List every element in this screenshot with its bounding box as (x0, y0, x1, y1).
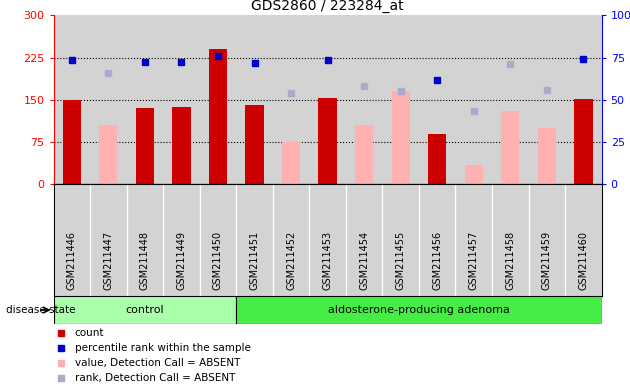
Text: GSM211456: GSM211456 (432, 231, 442, 290)
Bar (282, 142, 300, 184)
Text: GSM211449: GSM211449 (176, 231, 186, 290)
Text: GSM211460: GSM211460 (578, 231, 588, 290)
Bar (318, 98, 336, 184)
Text: GSM211454: GSM211454 (359, 231, 369, 290)
Text: GSM211450: GSM211450 (213, 231, 223, 290)
Text: value, Detection Call = ABSENT: value, Detection Call = ABSENT (74, 358, 240, 368)
Text: GSM211447: GSM211447 (103, 231, 113, 290)
Bar (465, 165, 483, 184)
Text: disease state: disease state (6, 305, 76, 315)
Bar (428, 134, 446, 184)
Text: GSM211448: GSM211448 (140, 231, 150, 290)
Bar (501, 111, 519, 184)
Text: GSM211459: GSM211459 (542, 231, 552, 290)
Bar (100, 125, 117, 184)
Bar (54, 296, 236, 324)
Bar (209, 49, 227, 184)
Text: GSM211457: GSM211457 (469, 231, 479, 290)
Bar (136, 108, 154, 184)
Text: GSM211453: GSM211453 (323, 231, 333, 290)
Bar (391, 91, 410, 184)
Text: GSM211451: GSM211451 (249, 231, 260, 290)
Title: GDS2860 / 223284_at: GDS2860 / 223284_at (251, 0, 404, 13)
Bar (236, 296, 602, 324)
Bar (575, 99, 592, 184)
Text: rank, Detection Call = ABSENT: rank, Detection Call = ABSENT (74, 373, 235, 383)
Text: aldosterone-producing adenoma: aldosterone-producing adenoma (328, 305, 510, 315)
Text: percentile rank within the sample: percentile rank within the sample (74, 343, 251, 353)
Text: count: count (74, 328, 104, 338)
Bar (355, 125, 373, 184)
Text: GSM211458: GSM211458 (505, 231, 515, 290)
Text: GSM211452: GSM211452 (286, 231, 296, 290)
Bar (173, 107, 191, 184)
Text: GSM211455: GSM211455 (396, 231, 406, 290)
Text: GSM211446: GSM211446 (67, 231, 77, 290)
Bar (63, 100, 81, 184)
Text: control: control (125, 305, 164, 315)
Bar (246, 106, 263, 184)
Bar (538, 128, 556, 184)
